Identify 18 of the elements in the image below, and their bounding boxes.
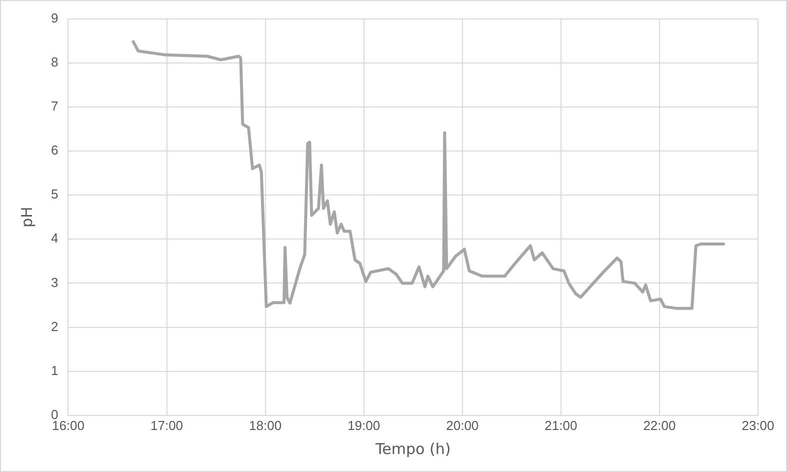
y-tick-label: 4 <box>50 230 58 246</box>
y-tick-label: 9 <box>50 10 58 26</box>
x-tick-label: 23:00 <box>742 418 774 433</box>
y-tick-label: 3 <box>50 274 58 290</box>
x-tick-label: 20:00 <box>446 418 479 433</box>
y-tick-label: 6 <box>50 142 58 158</box>
x-tick-label: 19:00 <box>348 418 380 433</box>
y-tick-label: 7 <box>50 98 58 114</box>
y-tick-label: 8 <box>50 54 58 70</box>
x-tick-label: 18:00 <box>249 418 282 433</box>
y-tick-label: 5 <box>50 186 58 202</box>
y-axis-title: pH <box>18 206 36 228</box>
x-tick-label: 22:00 <box>643 418 676 433</box>
x-axis-title: Tempo (h) <box>374 440 451 458</box>
x-tick-label: 21:00 <box>544 418 578 433</box>
x-tick-label: 17:00 <box>150 418 184 433</box>
y-tick-label: 1 <box>50 362 58 378</box>
y-tick-label: 2 <box>50 318 58 334</box>
